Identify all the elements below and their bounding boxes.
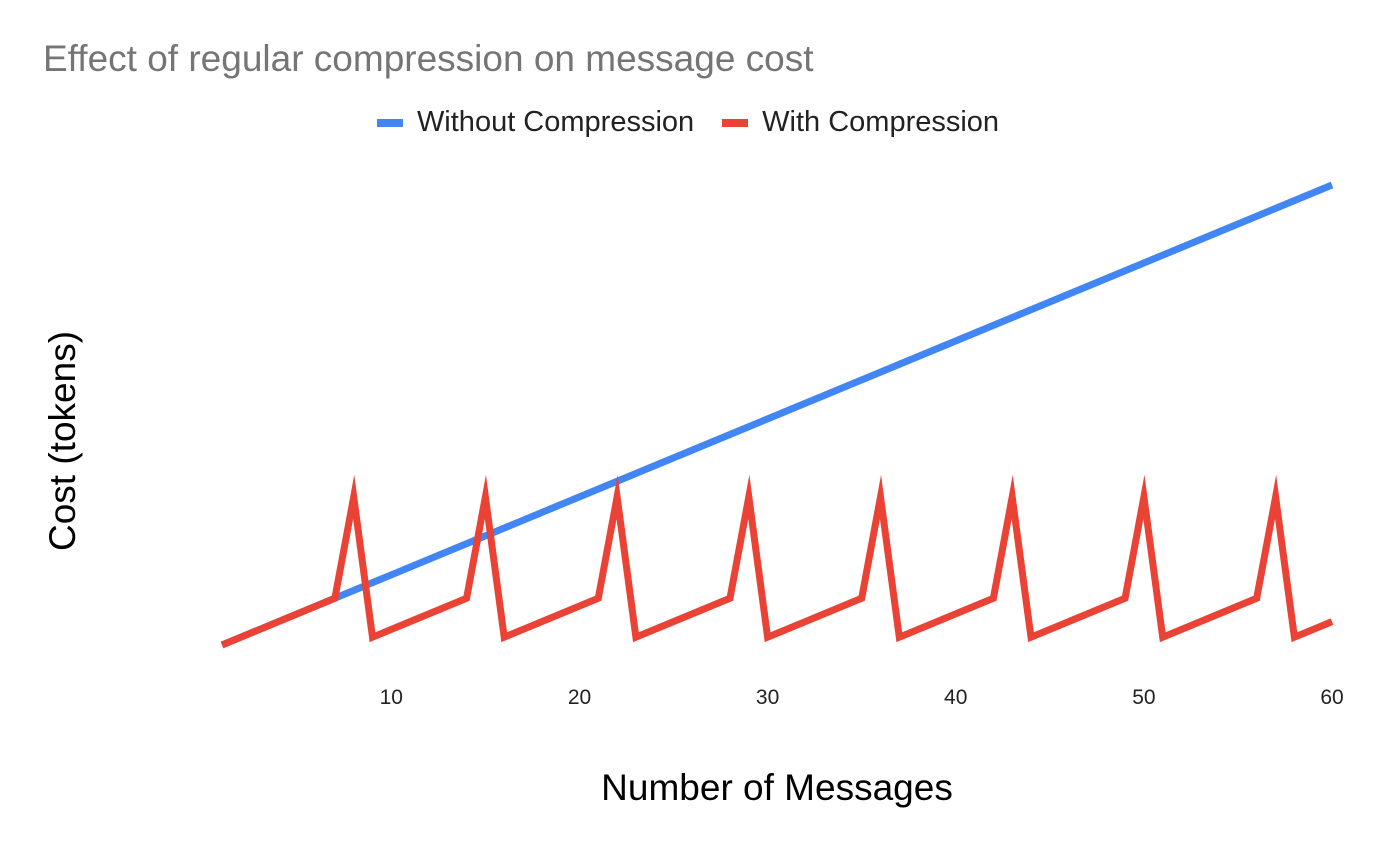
- x-tick-label: 50: [1132, 686, 1155, 709]
- series-line-with-compression: [220, 474, 1334, 649]
- legend-label-with-compression: With Compression: [762, 106, 1000, 138]
- legend-swatch-with-compression: [722, 118, 749, 127]
- legend-item-without-compression[interactable]: Without Compression: [376, 106, 695, 139]
- y-axis-title: Cost (tokens): [42, 331, 83, 551]
- series-line-without-compression: [220, 181, 1334, 649]
- x-tick-label: 10: [380, 686, 403, 709]
- x-tick-label: 30: [756, 686, 779, 709]
- x-tick-label: 60: [1320, 686, 1343, 709]
- x-tick-label: 20: [568, 686, 591, 709]
- legend-item-with-compression[interactable]: With Compression: [722, 106, 999, 139]
- x-axis-title: Number of Messages: [601, 767, 953, 808]
- legend-label-without-compression: Without Compression: [416, 106, 695, 138]
- legend: Without Compression With Compression: [0, 106, 1376, 139]
- legend-swatch-without-compression: [376, 118, 403, 127]
- x-tick-labels: 10 20 30 40 50 60: [380, 686, 1344, 709]
- x-tick-label: 40: [944, 686, 967, 709]
- chart-title: Effect of regular compression on message…: [43, 38, 814, 79]
- series-layer: [220, 181, 1334, 649]
